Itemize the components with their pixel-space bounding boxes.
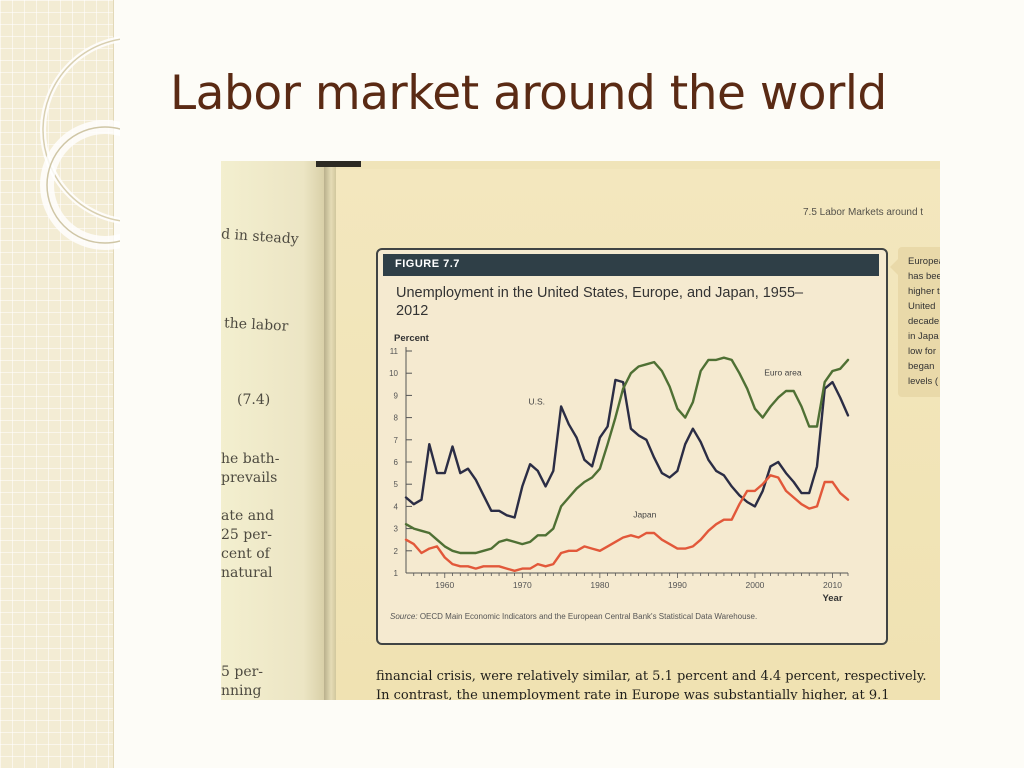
x-tick-label: 1970: [513, 580, 532, 590]
left-page-fragment: prevails: [221, 470, 278, 486]
body-text-line: financial crisis, were relatively simila…: [376, 669, 927, 684]
x-tick-label: 2000: [745, 580, 764, 590]
running-head: 7.5 Labor Markets around t: [803, 207, 924, 218]
source-text: OECD Main Economic Indicators and the Eu…: [419, 612, 758, 621]
left-page-fragment: 25 per-: [221, 527, 272, 543]
figure-box: FIGURE 7.7 Unemployment in the United St…: [376, 248, 888, 645]
euro-area-series-line: [404, 356, 850, 555]
left-book-page: [221, 161, 324, 700]
y-tick-label: 2: [394, 547, 399, 556]
figure-source: Source: OECD Main Economic Indicators an…: [390, 612, 757, 621]
margin-note-line: began: [908, 361, 935, 372]
us-series-label: U.S.: [529, 396, 546, 406]
margin-note-line: Europea: [908, 256, 940, 267]
euro-area-series-label: Euro area: [764, 367, 802, 377]
y-tick-label: 7: [394, 436, 399, 445]
x-tick-label: 2010: [823, 580, 842, 590]
y-tick-label: 9: [394, 391, 399, 400]
margin-note-line: levels (: [908, 376, 939, 387]
japan-series-label: Japan: [633, 510, 656, 520]
y-tick-label: 3: [394, 525, 399, 534]
left-page-fragment: cent of: [221, 546, 270, 562]
y-tick-label: 4: [394, 502, 399, 511]
y-tick-label: 6: [394, 458, 399, 467]
margin-note: [898, 247, 940, 397]
margin-note-line: has bee: [908, 271, 940, 282]
side-note-pointer: [890, 259, 898, 275]
slide-title: Labor market around the world: [170, 66, 887, 121]
margin-note-line: United: [908, 301, 936, 312]
left-page-fragment: ate and: [221, 508, 275, 524]
left-page-fragment: he bath-: [221, 451, 280, 467]
textbook-photo: d in steady the labor (7.4) he bath- pre…: [221, 161, 940, 700]
y-tick-label: 5: [394, 480, 399, 489]
us-series-line: [404, 378, 850, 519]
x-tick-label: 1990: [668, 580, 687, 590]
x-tick-label: 1960: [435, 580, 454, 590]
chart-title: Unemployment in the United States, Europ…: [396, 285, 804, 319]
x-tick-label: 1980: [590, 580, 609, 590]
y-tick-label: 8: [394, 414, 399, 423]
photo-dark-corner: [316, 161, 361, 167]
margin-note-line: low for: [908, 346, 936, 357]
left-page-fragment: 5 per-: [221, 664, 264, 680]
source-prefix: Source:: [390, 612, 418, 621]
left-page-fragment: the labor: [223, 315, 289, 335]
y-tick-label: 1: [394, 569, 399, 578]
margin-note-line: higher t: [908, 286, 940, 297]
book-spine: [324, 161, 336, 700]
margin-note-line: in Japa: [908, 331, 939, 342]
figure-header-band: FIGURE 7.7: [383, 254, 879, 276]
left-page-fragment: nning: [221, 683, 262, 699]
line-chart: 1 2 3 4 5 6 7 8 9 10 11 1960 1970 1980 1990 2000 2010 Per…: [389, 333, 850, 604]
margin-note-line: decade: [908, 316, 940, 327]
y-axis-label: Percent: [394, 333, 430, 344]
y-tick-label: 10: [389, 369, 398, 378]
japan-series-line: [404, 474, 850, 572]
left-page-fragment: (7.4): [237, 392, 271, 408]
body-text-line: In contrast, the unemployment rate in Eu…: [376, 688, 890, 700]
x-axis-label: Year: [822, 593, 842, 604]
figure-label: FIGURE 7.7: [395, 258, 460, 270]
decorative-rings: [40, 36, 120, 250]
left-page-fragment: natural: [221, 565, 273, 581]
y-tick-label: 11: [390, 347, 399, 356]
